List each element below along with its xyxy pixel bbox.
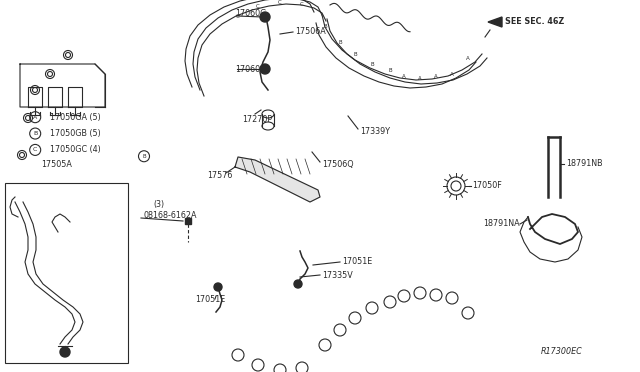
- Text: B: B: [388, 67, 392, 73]
- Circle shape: [294, 280, 302, 288]
- Text: 17270P: 17270P: [242, 115, 272, 124]
- Text: 17339Y: 17339Y: [360, 126, 390, 135]
- Text: 17060G: 17060G: [235, 10, 266, 19]
- Text: 17050GA (5): 17050GA (5): [50, 113, 100, 122]
- Bar: [5, 183, 128, 363]
- Text: C: C: [33, 147, 37, 153]
- Text: A: A: [418, 77, 422, 81]
- Polygon shape: [235, 157, 320, 202]
- Text: SEE SEC. 46Z: SEE SEC. 46Z: [505, 17, 564, 26]
- Text: 08168-6162A: 08168-6162A: [143, 212, 196, 221]
- Text: 17050GB (5): 17050GB (5): [50, 129, 100, 138]
- Text: 17050GC (4): 17050GC (4): [50, 145, 100, 154]
- Circle shape: [260, 64, 270, 74]
- Text: A: A: [402, 74, 406, 78]
- Text: 17051E: 17051E: [195, 295, 225, 305]
- Bar: [185, 218, 191, 224]
- Text: 17505A: 17505A: [42, 160, 72, 169]
- Circle shape: [60, 347, 70, 357]
- Text: C: C: [300, 1, 304, 6]
- Text: A: A: [466, 57, 470, 61]
- Circle shape: [260, 12, 270, 22]
- Text: B: B: [33, 131, 37, 136]
- Text: C: C: [236, 15, 240, 19]
- Text: 17051E: 17051E: [342, 257, 372, 266]
- Text: C: C: [278, 0, 282, 4]
- Text: (3): (3): [153, 199, 164, 208]
- Text: 17060G: 17060G: [235, 64, 266, 74]
- Text: B: B: [353, 51, 357, 57]
- Text: 18791NA: 18791NA: [483, 219, 520, 228]
- Text: 17506A: 17506A: [295, 28, 326, 36]
- Text: B: B: [338, 39, 342, 45]
- Text: 17050F: 17050F: [472, 182, 502, 190]
- Text: B: B: [142, 154, 146, 159]
- Text: C: C: [256, 4, 260, 10]
- Text: R17300EC: R17300EC: [541, 347, 583, 356]
- Text: 17506Q: 17506Q: [322, 160, 354, 169]
- Text: 17335V: 17335V: [322, 270, 353, 279]
- Text: A: A: [33, 115, 37, 120]
- Text: B: B: [323, 25, 327, 29]
- Text: A: A: [450, 71, 454, 77]
- Text: 17576: 17576: [207, 171, 232, 180]
- Text: 18791NB: 18791NB: [566, 160, 603, 169]
- Polygon shape: [488, 17, 502, 27]
- Text: A: A: [434, 74, 438, 80]
- Circle shape: [214, 283, 222, 291]
- Text: B: B: [370, 61, 374, 67]
